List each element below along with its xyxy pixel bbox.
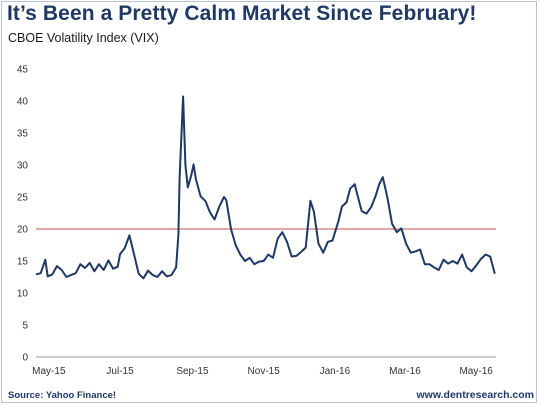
- x-tick-label: May-15: [32, 366, 66, 377]
- y-tick-label: 40: [17, 97, 29, 108]
- x-tick-label: May-16: [459, 366, 493, 377]
- website-label: www.dentresearch.com: [416, 389, 534, 401]
- y-tick-label: 10: [17, 289, 29, 300]
- x-axis-ticks: May-15 Jul-15 Sep-15 Nov-15 Jan-16 Mar-16 May-…: [32, 366, 493, 377]
- y-tick-label: 5: [22, 321, 28, 332]
- series-group: [35, 95, 496, 280]
- y-tick-label: 0: [22, 353, 28, 364]
- y-tick-label: 45: [17, 65, 29, 76]
- y-tick-label: 30: [17, 161, 29, 172]
- y-axis-ticks: 0 5 10 15 20 25 30 35 40 45: [17, 65, 29, 364]
- chart-subtitle: CBOE Volatility Index (VIX): [8, 31, 159, 45]
- x-tick-label: Sep-15: [176, 366, 209, 377]
- x-tick-label: Mar-16: [389, 366, 421, 377]
- x-tick-label: Jul-15: [106, 366, 134, 377]
- page-title: It’s Been a Pretty Calm Market Since Feb…: [7, 2, 477, 25]
- x-tick-label: Jan-16: [320, 366, 351, 377]
- y-tick-label: 20: [17, 225, 29, 236]
- x-tick-label: Nov-15: [248, 366, 281, 377]
- y-tick-label: 15: [17, 257, 29, 268]
- y-tick-label: 25: [17, 193, 29, 204]
- vix-series-line: [35, 95, 496, 280]
- source-note: Source: Yahoo Finance!: [8, 390, 117, 401]
- y-tick-label: 35: [17, 129, 29, 140]
